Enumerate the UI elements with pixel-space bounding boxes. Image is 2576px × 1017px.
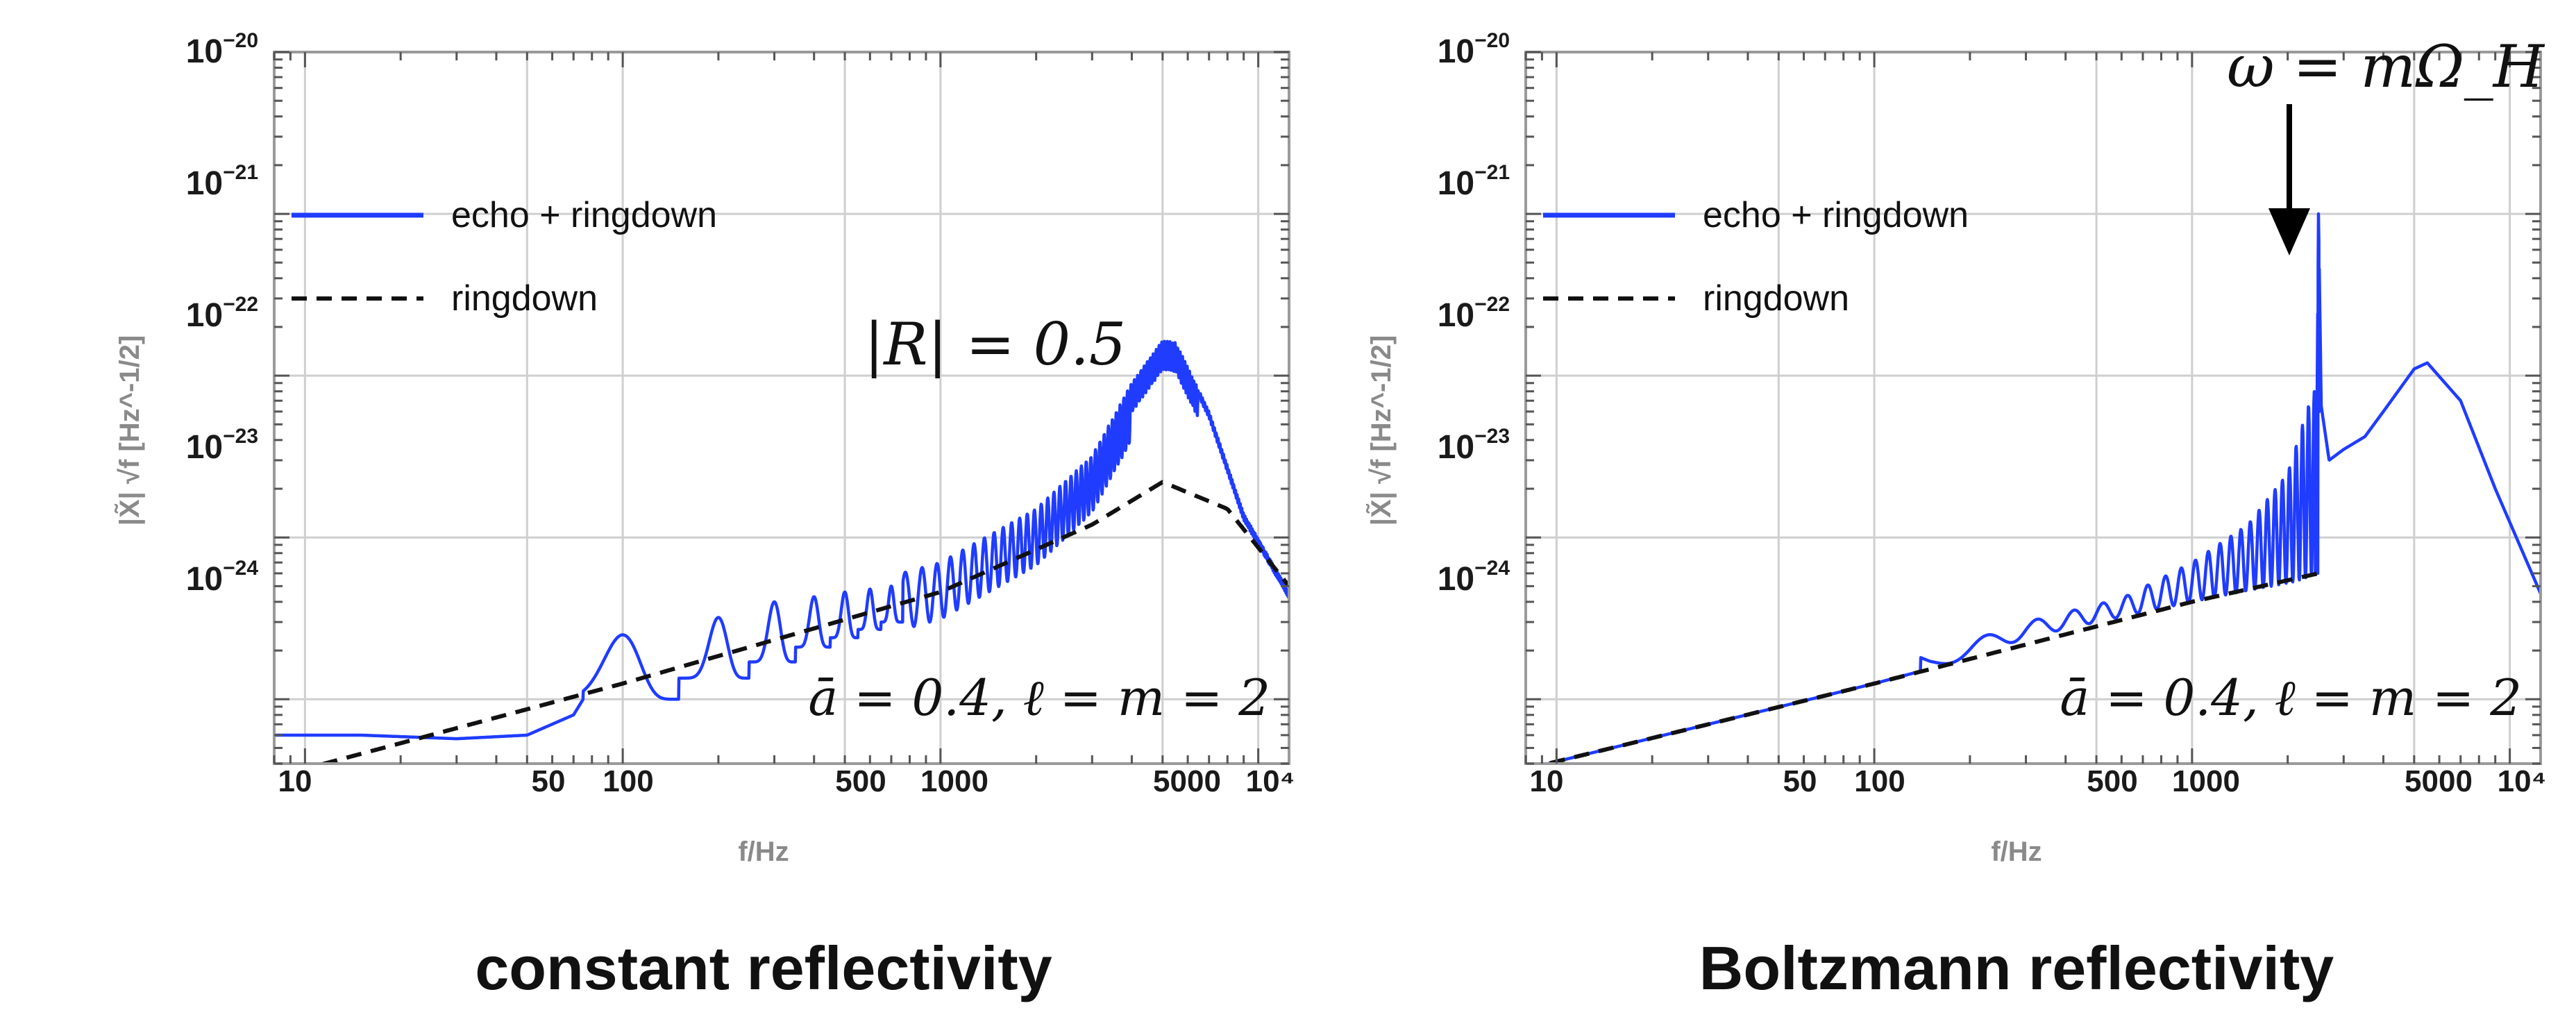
right-annotation-params: ā = 0.4, ℓ = m = 2 — [2060, 669, 2522, 727]
left-annotation-params: ā = 0.4, ℓ = m = 2 — [808, 669, 1270, 727]
left-legend: echo + ringdown ringdown — [292, 195, 717, 319]
right-xtick-50: 50 — [1783, 764, 1817, 798]
left-ringdown-line — [316, 480, 1289, 764]
right-legend: echo + ringdown ringdown — [1543, 195, 1969, 319]
right-ringdown-line — [1539, 571, 2319, 764]
right-x-tick-labels: 10 50 100 500 1000 5000 10⁴ — [1530, 764, 2547, 798]
left-xtick-1000: 1000 — [920, 764, 988, 798]
left-ytick-1e-20: 10−20 — [186, 29, 258, 70]
right-xtick-1000: 1000 — [2172, 764, 2240, 798]
right-xtick-100: 100 — [1854, 764, 1905, 798]
right-x-axis-label: f/Hz — [1991, 837, 2042, 867]
left-legend-ringdown-label: ringdown — [451, 278, 598, 319]
right-ytick-1e-24: 10−24 — [1438, 557, 1510, 598]
right-ytick-1e-20: 10−20 — [1438, 29, 1510, 70]
left-y-tick-labels: 10−20 10−21 10−22 10−23 10−24 — [186, 29, 259, 598]
right-ytick-1e-22: 10−22 — [1438, 293, 1510, 334]
left-plot-frame — [273, 51, 1290, 765]
left-caption: constant reflectivity — [475, 934, 1052, 1002]
left-xtick-500: 500 — [835, 764, 886, 798]
left-ytick-1e-21: 10−21 — [186, 161, 258, 202]
right-arrow-head — [2268, 208, 2310, 255]
right-curves — [1539, 212, 2541, 764]
right-xtick-5000: 5000 — [2405, 764, 2473, 798]
left-xtick-5000: 5000 — [1153, 764, 1221, 798]
left-xtick-10: 10 — [278, 764, 312, 798]
right-chart-panel: 10−20 10−21 10−22 10−23 10−24 10 50 100 … — [1365, 29, 2546, 1002]
right-plot-frame — [1524, 51, 2542, 765]
left-ticks — [273, 51, 1289, 765]
right-legend-echo-label: echo + ringdown — [1703, 195, 1969, 235]
right-echo-ringdown-line — [1541, 212, 2541, 764]
left-grid — [274, 51, 1289, 764]
left-xtick-50: 50 — [532, 764, 566, 798]
right-grid — [1526, 51, 2541, 764]
right-y-axis-label: |X̃| √f [Hz^-1/2] — [1365, 335, 1397, 526]
left-curves — [274, 339, 1289, 764]
left-curve-group — [274, 339, 1289, 764]
left-ytick-1e-22: 10−22 — [186, 293, 258, 334]
left-ytick-1e-23: 10−23 — [186, 425, 258, 466]
right-annotation-arrow — [2268, 104, 2310, 255]
left-echo-ringdown-line — [274, 339, 1289, 741]
left-ytick-1e-24: 10−24 — [186, 557, 259, 598]
right-xtick-10: 10 — [1530, 764, 1564, 798]
left-xtick-100: 100 — [603, 764, 653, 798]
left-x-axis-label: f/Hz — [738, 837, 789, 867]
left-y-axis-label: |X̃| √f [Hz^-1/2] — [113, 335, 145, 526]
right-xtick-500: 500 — [2087, 764, 2137, 798]
left-legend-echo-label: echo + ringdown — [451, 195, 717, 235]
right-ytick-1e-23: 10−23 — [1438, 425, 1510, 466]
right-xtick-10000: 10⁴ — [2498, 764, 2547, 798]
right-annotation-omega: ω = mΩ_H — [2227, 33, 2545, 101]
left-annotation-reflectivity: |R| = 0.5 — [864, 310, 1126, 378]
right-curve-group — [1539, 212, 2541, 764]
left-chart-panel: 10−20 10−21 10−22 10−23 10−24 10 50 100 … — [113, 29, 1295, 1002]
right-caption: Boltzmann reflectivity — [1699, 934, 2334, 1002]
left-x-tick-labels: 10 50 100 500 1000 5000 10⁴ — [278, 764, 1295, 798]
right-y-tick-labels: 10−20 10−21 10−22 10−23 10−24 — [1438, 29, 1510, 598]
left-xtick-10000: 10⁴ — [1246, 764, 1295, 798]
right-legend-ringdown-label: ringdown — [1703, 278, 1849, 319]
right-ticks — [1524, 51, 2541, 765]
right-ytick-1e-21: 10−21 — [1438, 161, 1510, 202]
